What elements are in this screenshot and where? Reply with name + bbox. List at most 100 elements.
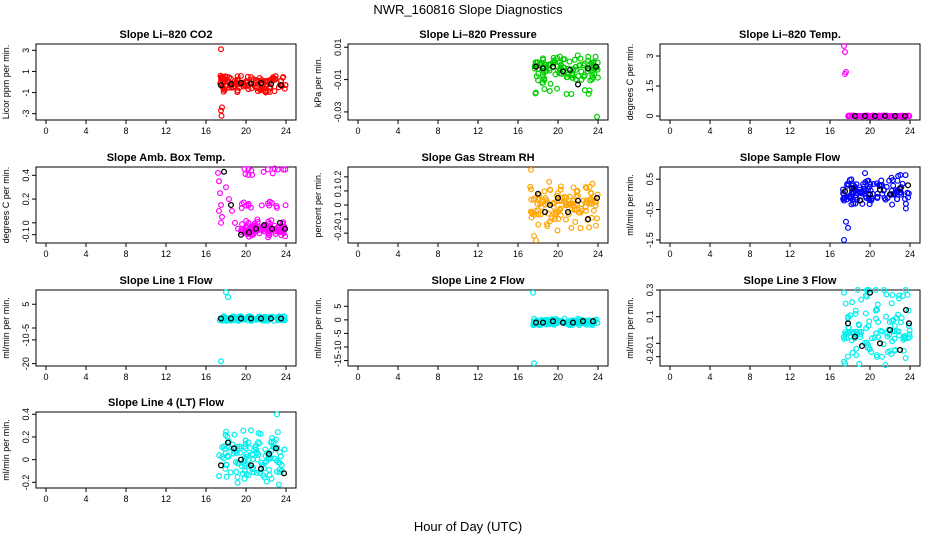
data-point: [234, 479, 241, 486]
data-point: [844, 353, 851, 360]
data-point: [578, 68, 585, 75]
outlier-point: [235, 225, 242, 232]
data-point: [594, 74, 601, 81]
data-point: [883, 183, 890, 190]
data-point: [592, 222, 599, 229]
y-tick-label: -10: [21, 333, 31, 346]
plot-frame: [347, 43, 609, 121]
x-axis-label: Hour of Day (UTC): [414, 519, 522, 534]
panel-title: Slope Li–820 CO2: [120, 29, 213, 41]
outlier-point: [840, 42, 847, 49]
x-tick-label: 24: [905, 249, 915, 259]
data-point: [266, 466, 273, 473]
hourly-mean-point: [224, 439, 232, 446]
x-tick-label: 8: [747, 249, 752, 259]
data-point: [541, 188, 548, 195]
data-point: [899, 180, 906, 187]
x-tick-label: 16: [825, 372, 835, 382]
hourly-mean-point: [554, 194, 562, 202]
x-tick-label: 0: [43, 494, 48, 504]
data-point: [592, 53, 599, 60]
data-point: [589, 322, 596, 329]
panel-1: Slope Li–820 Pressure 0 4 8 12 16 20 24 0.01 -0.0…: [313, 29, 609, 136]
outlier-point: [532, 237, 539, 244]
data-point: [281, 317, 288, 324]
panel-title: Slope Line 1 Flow: [120, 275, 213, 287]
plot-frame: [35, 289, 297, 367]
x-tick-label: 12: [161, 249, 171, 259]
data-point: [587, 77, 594, 84]
data-point: [568, 90, 575, 97]
data-point: [864, 341, 871, 348]
panel-9: Slope Line 4 (LT) Flow 0 4 8 12 16 20 24 0.4 0.2 0…: [1, 397, 297, 504]
data-point: [897, 319, 904, 326]
y-axis-label: Licor ppm per min.: [1, 45, 11, 120]
x-tick-label: 16: [513, 126, 523, 136]
outlier-point: [232, 219, 239, 226]
hourly-mean-point: [220, 168, 228, 175]
hourly-mean-point: [886, 326, 894, 334]
hourly-mean-point: [281, 225, 289, 232]
data-point: [231, 431, 238, 438]
x-tick-label: 12: [473, 249, 483, 259]
hourly-mean-point: [851, 112, 859, 120]
outlier-point: [274, 411, 281, 418]
y-tick-label: -3: [21, 110, 31, 118]
hourly-mean-point: [237, 231, 245, 238]
data-point: [868, 335, 875, 342]
outlier-point: [840, 236, 847, 243]
x-tick-label: 8: [123, 372, 128, 382]
data-point: [554, 227, 561, 234]
data-point: [574, 52, 581, 59]
hourly-mean-point: [539, 319, 547, 326]
data-point: [845, 313, 852, 320]
data-point: [528, 196, 535, 203]
data-point: [889, 201, 896, 208]
y-axis-label: ml/min per min.: [625, 174, 635, 236]
hourly-mean-point: [851, 333, 859, 340]
data-point: [889, 338, 896, 345]
data-point: [899, 113, 906, 120]
data-point: [243, 453, 250, 460]
plot-frame: [659, 43, 921, 121]
x-tick-label: 8: [435, 126, 440, 136]
outlier-point: [593, 113, 600, 120]
y-tick-label: 5: [21, 302, 31, 307]
data-point: [586, 87, 593, 94]
hourly-mean-point: [584, 216, 592, 223]
data-point: [567, 201, 574, 208]
y-axis-label: ml/min per min.: [625, 297, 635, 359]
hourly-mean-point: [257, 465, 265, 472]
hourly-mean-point: [245, 229, 253, 236]
hourly-mean-point: [541, 208, 549, 216]
data-point: [853, 181, 860, 188]
x-tick-label: 24: [905, 126, 915, 136]
data-point: [881, 287, 888, 294]
data-point: [866, 183, 873, 190]
data-point: [583, 185, 590, 192]
data-point: [880, 341, 887, 348]
data-point: [905, 307, 912, 314]
x-tick-label: 20: [865, 249, 875, 259]
x-tick-label: 20: [241, 372, 251, 382]
data-point: [848, 176, 855, 183]
data-point: [561, 193, 568, 200]
x-tick-label: 20: [553, 249, 563, 259]
panel-title: Slope Li–820 Temp.: [739, 29, 841, 41]
data-point: [552, 71, 559, 78]
data-point: [261, 465, 268, 472]
y-tick-label: 0.4: [21, 408, 31, 421]
y-tick-label: 0.2: [21, 431, 31, 444]
hourly-mean-point: [848, 185, 856, 192]
outlier-point: [216, 178, 223, 185]
y-axis-label: ml/min per min.: [313, 297, 323, 359]
data-point: [585, 53, 592, 60]
hourly-mean-point: [891, 112, 899, 120]
data-point: [273, 204, 280, 211]
outlier-point: [527, 166, 534, 173]
hourly-mean-point: [861, 112, 869, 120]
data-point: [884, 330, 891, 337]
data-point: [540, 56, 547, 63]
data-point: [586, 317, 593, 324]
data-point: [575, 209, 582, 216]
